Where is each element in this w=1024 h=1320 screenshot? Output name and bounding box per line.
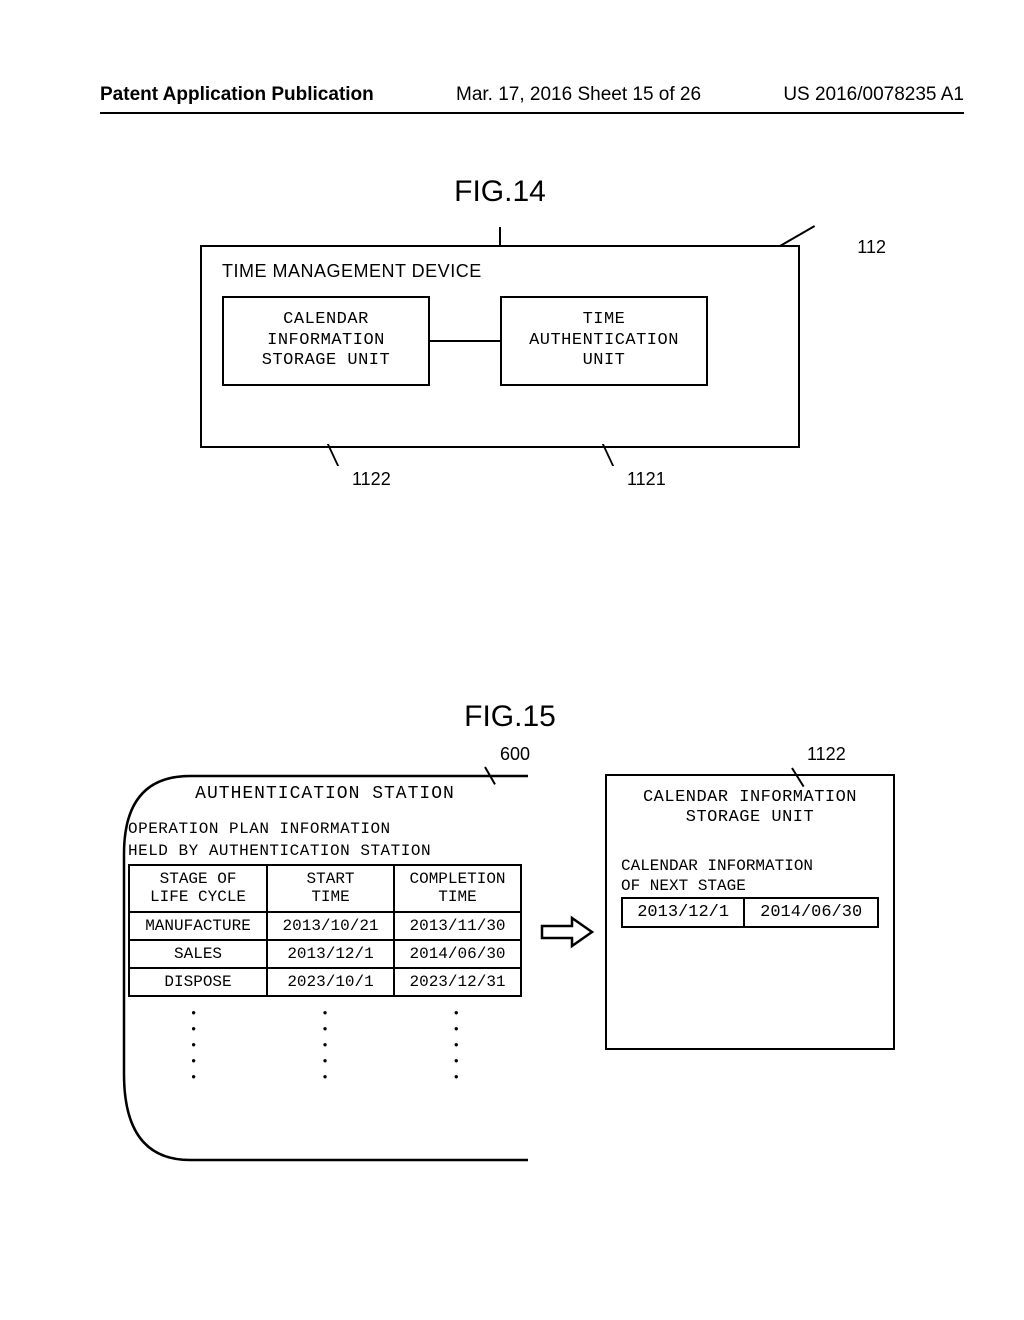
ref-112: 112	[857, 237, 886, 258]
header-right: US 2016/0078235 A1	[783, 84, 964, 106]
col-stage-label: STAGE OF LIFE CYCLE	[150, 870, 246, 906]
cal-sub1: CALENDAR INFORMATION	[621, 857, 879, 875]
page-header: Patent Application Publication Mar. 17, …	[100, 84, 964, 106]
col-start: START TIME	[267, 865, 394, 912]
figure-15: FIG.15 600 1122 AUTHENTICATION STATION O…	[120, 700, 900, 1155]
cell: 2014/06/30	[394, 940, 521, 968]
table-row: DISPOSE 2023/10/1 2023/12/31	[129, 968, 521, 996]
ref-1122: 1122	[352, 469, 391, 490]
table-row: MANUFACTURE 2013/10/21 2013/11/30	[129, 912, 521, 940]
header-mid: Mar. 17, 2016 Sheet 15 of 26	[456, 84, 701, 106]
fig15-row: AUTHENTICATION STATION OPERATION PLAN IN…	[120, 774, 900, 1155]
tmd-inner-row: CALENDAR INFORMATION STORAGE UNIT TIME A…	[222, 296, 778, 386]
time-authentication-unit-box: TIME AUTHENTICATION UNIT	[500, 296, 708, 386]
calendar-storage-unit-box: CALENDAR INFORMATION STORAGE UNIT	[222, 296, 430, 386]
cell: 2013/10/21	[267, 912, 394, 940]
cell: 2013/12/1	[622, 898, 744, 927]
page: Patent Application Publication Mar. 17, …	[0, 0, 1024, 1320]
fig14-title: FIG.14	[200, 175, 800, 209]
time-auth-label: TIME AUTHENTICATION UNIT	[529, 310, 679, 371]
cell: DISPOSE	[129, 968, 267, 996]
auth-sub2: HELD BY AUTHENTICATION STATION	[128, 842, 522, 860]
table-row: 2013/12/1 2014/06/30	[622, 898, 878, 927]
ellipsis-dots: ●●●●● ●●●●● ●●●●●	[128, 1005, 522, 1085]
cal-title-text: CALENDAR INFORMATION STORAGE UNIT	[643, 788, 857, 827]
col-stage: STAGE OF LIFE CYCLE	[129, 865, 267, 912]
operation-plan-table: STAGE OF LIFE CYCLE START TIME COMPLETIO…	[128, 864, 522, 997]
inner-connector	[430, 340, 500, 342]
cal-sub2: OF NEXT STAGE	[621, 877, 879, 895]
col-start-label: START TIME	[307, 870, 355, 906]
table-row: SALES 2013/12/1 2014/06/30	[129, 940, 521, 968]
cell: 2023/12/31	[394, 968, 521, 996]
fig15-body: 600 1122 AUTHENTICATION STATION OPERATIO…	[120, 774, 900, 1155]
dots-col: ●●●●●	[323, 1005, 328, 1085]
header-left: Patent Application Publication	[100, 84, 374, 106]
table-header-row: STAGE OF LIFE CYCLE START TIME COMPLETIO…	[129, 865, 521, 912]
cell: 2014/06/30	[744, 898, 878, 927]
fig15-title: FIG.15	[120, 700, 900, 734]
lead-line-112	[780, 225, 816, 247]
cell: 2013/11/30	[394, 912, 521, 940]
calendar-table: 2013/12/1 2014/06/30	[621, 897, 879, 928]
lead-line-1121	[602, 444, 614, 466]
calendar-storage-unit: CALENDAR INFORMATION STORAGE UNIT CALEND…	[605, 774, 895, 1050]
cal-storage-title: CALENDAR INFORMATION STORAGE UNIT	[621, 788, 879, 829]
ref-1122-b: 1122	[807, 744, 846, 765]
col-complete: COMPLETION TIME	[394, 865, 521, 912]
auth-station-title: AUTHENTICATION STATION	[128, 784, 522, 804]
cell: 2013/12/1	[267, 940, 394, 968]
col-complete-label: COMPLETION TIME	[410, 870, 506, 906]
calendar-storage-label: CALENDAR INFORMATION STORAGE UNIT	[262, 310, 390, 371]
cell: MANUFACTURE	[129, 912, 267, 940]
figure-14: FIG.14 112 TIME MANAGEMENT DEVICE CALEND…	[200, 175, 800, 448]
lead-line-1122	[327, 444, 339, 466]
cell: SALES	[129, 940, 267, 968]
fig14-top-connector	[499, 227, 501, 245]
auth-sub1: OPERATION PLAN INFORMATION	[128, 820, 522, 838]
ref-600: 600	[500, 744, 530, 765]
dots-col: ●●●●●	[191, 1005, 196, 1085]
time-management-device-box: 112 TIME MANAGEMENT DEVICE CALENDAR INFO…	[200, 245, 800, 448]
cell: 2023/10/1	[267, 968, 394, 996]
header-divider	[100, 112, 964, 114]
ref-1121: 1121	[627, 469, 666, 490]
tmd-title: TIME MANAGEMENT DEVICE	[222, 261, 778, 282]
dots-col: ●●●●●	[454, 1005, 459, 1085]
arrow-icon	[540, 914, 595, 950]
authentication-station: AUTHENTICATION STATION OPERATION PLAN IN…	[120, 774, 530, 1155]
